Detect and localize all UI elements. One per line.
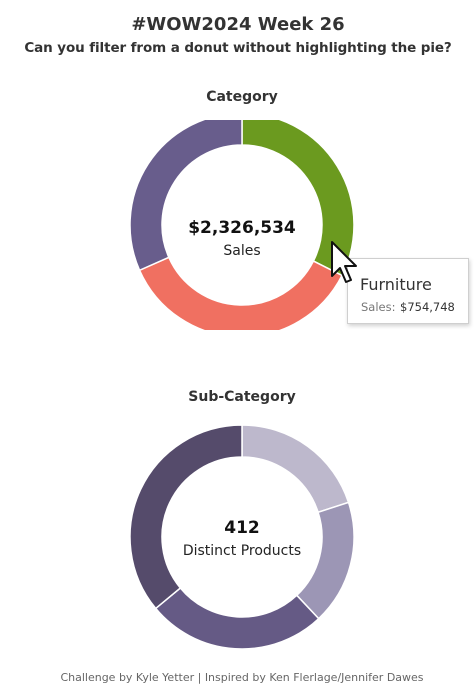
category-center-value: $2,326,534 xyxy=(188,218,296,238)
tooltip-label: Sales: xyxy=(361,300,396,314)
tooltip-value: $754,748 xyxy=(400,300,455,314)
subcategory-donut-chart[interactable] xyxy=(0,418,476,650)
category-slice-2[interactable] xyxy=(138,256,343,330)
category-chart-title: Category xyxy=(206,89,278,105)
tooltip-title: Furniture xyxy=(360,275,432,294)
page-subtitle: Can you filter from a donut without high… xyxy=(24,40,452,56)
subcategory-center-value: 412 xyxy=(224,518,260,538)
subcategory-slice-3[interactable] xyxy=(154,586,320,650)
subcategory-center-label: Distinct Products xyxy=(182,543,302,559)
category-center-label: Sales xyxy=(223,243,261,259)
footer-credits: Challenge by Kyle Yetter | Inspired by K… xyxy=(60,671,424,684)
category-slice-3[interactable] xyxy=(129,120,243,272)
subcategory-chart-title: Sub-Category xyxy=(188,389,296,405)
subcategory-slice-1[interactable] xyxy=(241,424,350,514)
mouse-pointer-icon xyxy=(331,241,357,283)
subcategory-slice-4[interactable] xyxy=(129,424,243,610)
page-title: #WOW2024 Week 26 xyxy=(131,14,345,35)
furniture-tooltip: Furniture Sales: $754,748 xyxy=(347,258,469,324)
